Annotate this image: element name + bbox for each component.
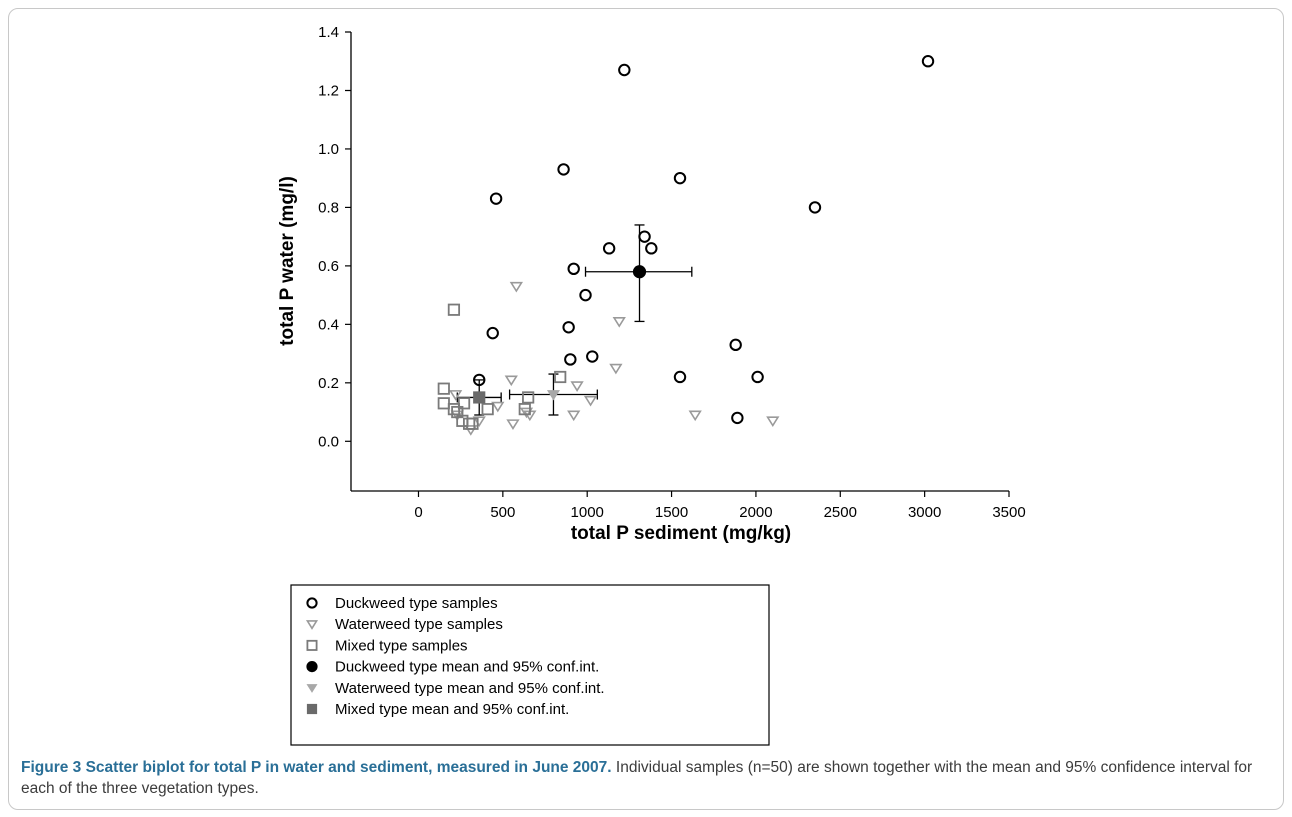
y-tick-label: 1.0	[318, 141, 339, 158]
waterweed-sample-point	[688, 410, 702, 422]
waterweed-sample-point	[472, 416, 486, 428]
y-tick-label: 0.8	[318, 199, 339, 216]
waterweed-sample-point	[766, 416, 780, 428]
duckweed-sample-point	[489, 192, 503, 205]
caption-title: Figure 3 Scatter biplot for total P in w…	[21, 759, 612, 776]
mixed-sample-point	[463, 417, 476, 430]
x-tick-label: 1000	[571, 504, 604, 521]
mixed-sample-point	[466, 417, 479, 430]
legend-waterweed-marker	[306, 684, 318, 693]
data-points	[437, 55, 935, 436]
waterweed-sample-point	[567, 410, 581, 422]
x-tick-label: 3000	[908, 504, 941, 521]
legend-duckweed-marker	[306, 597, 318, 609]
duckweed-sample-point	[618, 63, 631, 77]
duckweed-sample-point	[751, 370, 764, 384]
duckweed-sample-point	[562, 321, 575, 334]
caption-text: Individual samples (n=50) are shown toge…	[21, 759, 1253, 797]
y-tick-label: 1.4	[318, 24, 339, 41]
x-tick-label: 1500	[655, 504, 688, 521]
duckweed-sample-point	[602, 242, 616, 255]
legend-box	[290, 584, 770, 746]
waterweed-sample-point	[519, 407, 534, 419]
waterweed-sample-point	[448, 390, 463, 401]
duckweed-sample-point	[557, 163, 570, 176]
x-tick-label: 2500	[824, 504, 857, 521]
duckweed-sample-point	[921, 55, 935, 68]
y-tick-label: 0.6	[318, 258, 339, 275]
duckweed-sample-point	[729, 338, 742, 352]
legend: Duckweed type samples Waterweed type samp…	[290, 584, 770, 746]
legend-label: Waterweed type samples	[335, 616, 503, 633]
figure-frame: 0 500 1000 1500 2000 2500 3000 3500 0.0 0.2 0.4 0.…	[8, 8, 1284, 810]
waterweed-sample-point	[506, 419, 520, 430]
x-tick-label: 3500	[992, 504, 1025, 521]
legend-label: Waterweed type mean and 95% conf.int.	[335, 680, 605, 697]
legend-label: Duckweed type mean and 95% conf.int.	[335, 659, 599, 676]
duckweed-sample-point	[486, 326, 499, 340]
y-tick-label: 1.2	[318, 82, 339, 99]
mixed-sample-point	[437, 397, 450, 410]
y-tick-label: 0.2	[318, 375, 339, 392]
waterweed-sample-point	[612, 316, 626, 328]
legend-waterweed-marker	[305, 620, 319, 630]
y-tick-label: 0.4	[318, 316, 339, 333]
mixed-sample-point	[518, 403, 531, 416]
waterweed-sample-point	[570, 381, 584, 392]
legend-label: Mixed type mean and 95% conf.int.	[335, 701, 569, 718]
x-axis: 0 500 1000 1500 2000 2500 3000 3500	[414, 491, 1026, 521]
duckweed-sample-point	[673, 171, 687, 185]
waterweed-sample-point	[509, 281, 523, 293]
mixed-sample-point	[554, 370, 567, 384]
waterweed-sample-point	[609, 363, 623, 375]
duckweed-sample-point	[579, 288, 592, 302]
waterweed-sample-point	[464, 425, 478, 436]
legend-mixed-marker	[306, 703, 318, 715]
duckweed-sample-point	[564, 353, 577, 366]
duckweed-sample-point	[638, 230, 651, 243]
x-tick-label: 500	[490, 504, 515, 521]
duckweed-sample-point	[586, 350, 599, 363]
duckweed-sample-point	[808, 201, 822, 214]
mixed-sample-point	[437, 382, 450, 395]
mixed-mean-point	[473, 391, 486, 404]
x-tick-label: 0	[414, 504, 422, 521]
mixed-sample-point	[522, 391, 535, 404]
scatter-chart: 0 500 1000 1500 2000 2500 3000 3500 0.00.20.40.…	[277, 24, 1026, 746]
x-axis-label: total P sediment (mg/kg)	[571, 523, 791, 544]
y-axis-label: total P water (mg/l)	[277, 176, 298, 346]
duckweed-sample-point	[673, 370, 687, 384]
plot-area	[350, 32, 1009, 492]
mixed-sample-point	[447, 403, 461, 416]
duckweed-mean-point	[632, 265, 647, 279]
legend-label: Duckweed type samples	[335, 595, 498, 612]
duckweed-sample-point	[567, 262, 580, 276]
duckweed-sample-point	[731, 411, 744, 425]
x-tick-label: 2000	[739, 504, 772, 521]
legend-mixed-marker	[306, 639, 318, 651]
waterweed-sample-point	[583, 395, 598, 407]
waterweed-mean-point	[546, 390, 560, 401]
mixed-sample-point	[481, 403, 494, 416]
figure-caption: Figure 3 Scatter biplot for total P in w…	[21, 757, 1271, 799]
mixed-sample-point	[447, 303, 461, 316]
y-axis: 0.0 0.2 0.4 0.6 0.8 1.0 1.2 1.4	[318, 24, 351, 450]
legend-label: Mixed type samples	[335, 637, 468, 654]
waterweed-sample-point	[504, 375, 518, 387]
waterweed-sample-point	[491, 401, 505, 413]
duckweed-sample-point	[645, 242, 658, 255]
legend-duckweed-marker	[306, 661, 318, 673]
y-tick-label: 0.0	[318, 433, 339, 450]
duckweed-sample-point	[473, 373, 486, 387]
